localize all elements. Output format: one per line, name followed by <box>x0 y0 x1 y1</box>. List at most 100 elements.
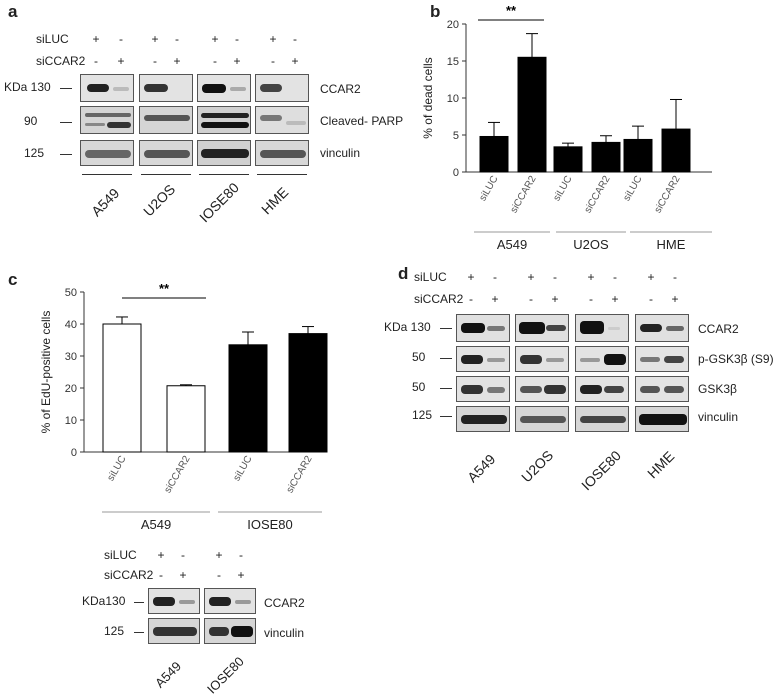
c-sign: + <box>179 568 187 582</box>
a-label-vinculin: vinculin <box>320 146 361 160</box>
a-sign: + <box>211 32 219 46</box>
d-sign: + <box>671 292 679 306</box>
c-sign: - <box>217 568 221 582</box>
c-sign: - <box>239 548 243 562</box>
d-blot-pgsk-u2os <box>515 346 569 372</box>
significance-label: ** <box>506 3 517 18</box>
panel-c-letter: c <box>8 270 18 289</box>
a-siluc-label: siLUC <box>36 32 69 46</box>
d-sign: - <box>529 292 533 306</box>
group-label: A549 <box>497 237 527 252</box>
a-sign: + <box>92 32 100 46</box>
c-sign: + <box>237 568 245 582</box>
d-blot-vinculin-hme <box>635 406 689 432</box>
d-label-gsk: GSK3β <box>698 382 737 396</box>
a-sign: - <box>293 32 297 46</box>
a-mw-tick <box>60 154 72 155</box>
bar <box>517 56 547 173</box>
d-blot-gsk-u2os <box>515 376 569 402</box>
d-sign: - <box>673 270 677 284</box>
d-label-pgsk: p-GSK3β (S9) <box>698 352 774 366</box>
c-siluc-label: siLUC <box>104 548 137 562</box>
d-sign: + <box>587 270 595 284</box>
d-siccar2-label: siCCAR2 <box>414 292 464 306</box>
group-label: HME <box>657 237 686 252</box>
x-tick-label: siLUC <box>105 454 128 483</box>
a-mw-90: 90 <box>24 114 38 128</box>
d-blot-pgsk-a549 <box>456 346 510 372</box>
a-group-line <box>257 174 307 175</box>
a-label-ccar2: CCAR2 <box>320 82 361 96</box>
d-blot-vinculin-u2os <box>515 406 569 432</box>
x-tick-label: siCCAR2 <box>285 454 315 495</box>
significance-label: ** <box>159 281 170 296</box>
bar <box>228 344 268 453</box>
a-sign: + <box>173 54 181 68</box>
y-tick-label: 20 <box>65 383 77 395</box>
d-mw-50b: 50 <box>412 380 426 394</box>
a-sign: - <box>235 32 239 46</box>
a-blot-vinculin-iose80 <box>197 140 251 166</box>
x-tick-label: siLUC <box>231 454 254 483</box>
d-blot-vinculin-a549 <box>456 406 510 432</box>
d-blot-gsk-hme <box>635 376 689 402</box>
a-group-line <box>141 174 191 175</box>
a-group-line <box>82 174 132 175</box>
d-sign: + <box>467 270 475 284</box>
y-tick-label: 10 <box>447 93 459 105</box>
y-tick-label: 0 <box>453 167 459 179</box>
a-sign: + <box>117 54 125 68</box>
a-blot-vinculin-hme <box>255 140 309 166</box>
a-sign: - <box>119 32 123 46</box>
c-label-ccar2: CCAR2 <box>264 596 305 610</box>
d-sign: - <box>553 270 557 284</box>
d-blot-ccar2-iose80 <box>575 314 629 342</box>
d-label-vinculin: vinculin <box>698 410 739 424</box>
y-tick-label: 50 <box>65 287 77 299</box>
panel-b-letter: b <box>430 2 441 21</box>
c-blot-vinculin-a549 <box>148 618 200 644</box>
d-sign: - <box>469 292 473 306</box>
c-sign: + <box>215 548 223 562</box>
d-siluc-label: siLUC <box>414 270 447 284</box>
c-sign: + <box>157 548 165 562</box>
d-mw-130: KDa 130 <box>384 320 431 334</box>
panel-a-letter: a <box>8 2 18 21</box>
a-blot-ccar2-u2os <box>139 74 193 102</box>
a-siccar2-label: siCCAR2 <box>36 54 86 68</box>
group-label: IOSE80 <box>247 517 293 532</box>
d-sign: - <box>589 292 593 306</box>
panel-d-letter: d <box>398 264 409 283</box>
d-blot-ccar2-a549 <box>456 314 510 342</box>
y-axis-label: % of EdU-positive cells <box>39 311 53 434</box>
a-blot-ccar2-a549 <box>80 74 134 102</box>
group-label: U2OS <box>573 237 609 252</box>
d-blot-gsk-iose80 <box>575 376 629 402</box>
a-blot-ccar2-iose80 <box>197 74 251 102</box>
d-sign: + <box>611 292 619 306</box>
c-mw-125: 125 <box>104 624 125 638</box>
d-blot-pgsk-hme <box>635 346 689 372</box>
d-mw-tick <box>440 416 452 417</box>
a-mw-tick <box>60 122 72 123</box>
a-label-cleaved-parp: Cleaved- PARP <box>320 114 404 128</box>
a-blot-parp-u2os <box>139 106 193 134</box>
a-group-line <box>199 174 249 175</box>
a-sign: + <box>291 54 299 68</box>
a-mw-125: 125 <box>24 146 45 160</box>
bar <box>479 135 509 173</box>
y-tick-label: 40 <box>65 319 77 331</box>
c-mw-tick <box>134 602 144 603</box>
y-tick-label: 5 <box>453 130 459 142</box>
d-blot-vinculin-iose80 <box>575 406 629 432</box>
a-blot-parp-iose80 <box>197 106 251 134</box>
d-sign: - <box>649 292 653 306</box>
a-sign: - <box>175 32 179 46</box>
d-sign: + <box>647 270 655 284</box>
y-axis-label: % of dead cells <box>421 57 435 138</box>
a-mw-130: KDa 130 <box>4 80 51 94</box>
group-label: A549 <box>141 517 171 532</box>
d-mw-tick <box>440 328 452 329</box>
y-tick-label: 30 <box>65 351 77 363</box>
